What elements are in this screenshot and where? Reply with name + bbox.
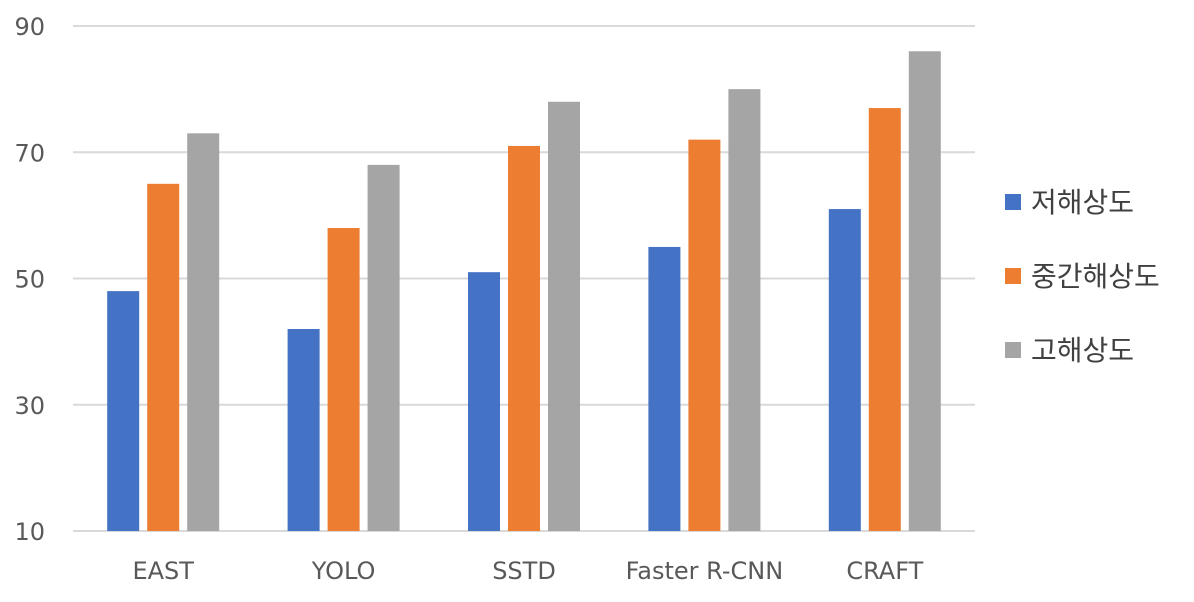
bar-craft-series-3 [908, 51, 941, 531]
y-tick-label: 10 [14, 518, 45, 546]
bars [107, 51, 941, 531]
bar-sstd-series-3 [548, 101, 580, 531]
bar-craft-series-1 [828, 209, 861, 531]
bar-east-series-3 [187, 133, 220, 531]
x-tick-label: YOLO [311, 557, 376, 585]
legend-label: 고해상도 [1031, 334, 1134, 367]
y-tick-label: 70 [14, 139, 45, 167]
y-tick-label: 90 [14, 13, 45, 41]
x-tick-label: SSTD [492, 557, 556, 585]
bar-sstd-series-1 [468, 272, 500, 531]
legend-swatch [1005, 268, 1021, 284]
y-tick-label: 50 [14, 266, 45, 294]
x-tick-label: Faster R-CNN [626, 557, 784, 585]
x-tick-label: EAST [132, 557, 194, 585]
bar-craft-series-2 [868, 108, 901, 531]
bar-east-series-1 [107, 291, 140, 531]
bar-faster-r-cnn-series-3 [728, 89, 761, 531]
x-axis-tick-labels: EAST YOLO SSTD Faster R-CNN CRAFT [132, 557, 923, 585]
bar-yolo-series-3 [367, 164, 400, 531]
legend-swatch [1005, 194, 1021, 210]
bar-faster-r-cnn-series-2 [688, 139, 721, 531]
bar-faster-r-cnn-series-1 [648, 246, 681, 531]
x-tick-label: CRAFT [846, 557, 923, 585]
bar-yolo-series-1 [287, 329, 320, 531]
y-axis-tick-labels: 10 30 50 70 90 [14, 13, 45, 546]
legend-label: 저해상도 [1031, 186, 1134, 219]
y-tick-label: 30 [14, 392, 45, 420]
legend-label: 중간해상도 [1031, 260, 1160, 293]
bar-yolo-series-2 [327, 228, 360, 531]
legend-swatch [1005, 342, 1021, 358]
bar-east-series-2 [147, 183, 180, 531]
bar-sstd-series-2 [508, 145, 540, 531]
